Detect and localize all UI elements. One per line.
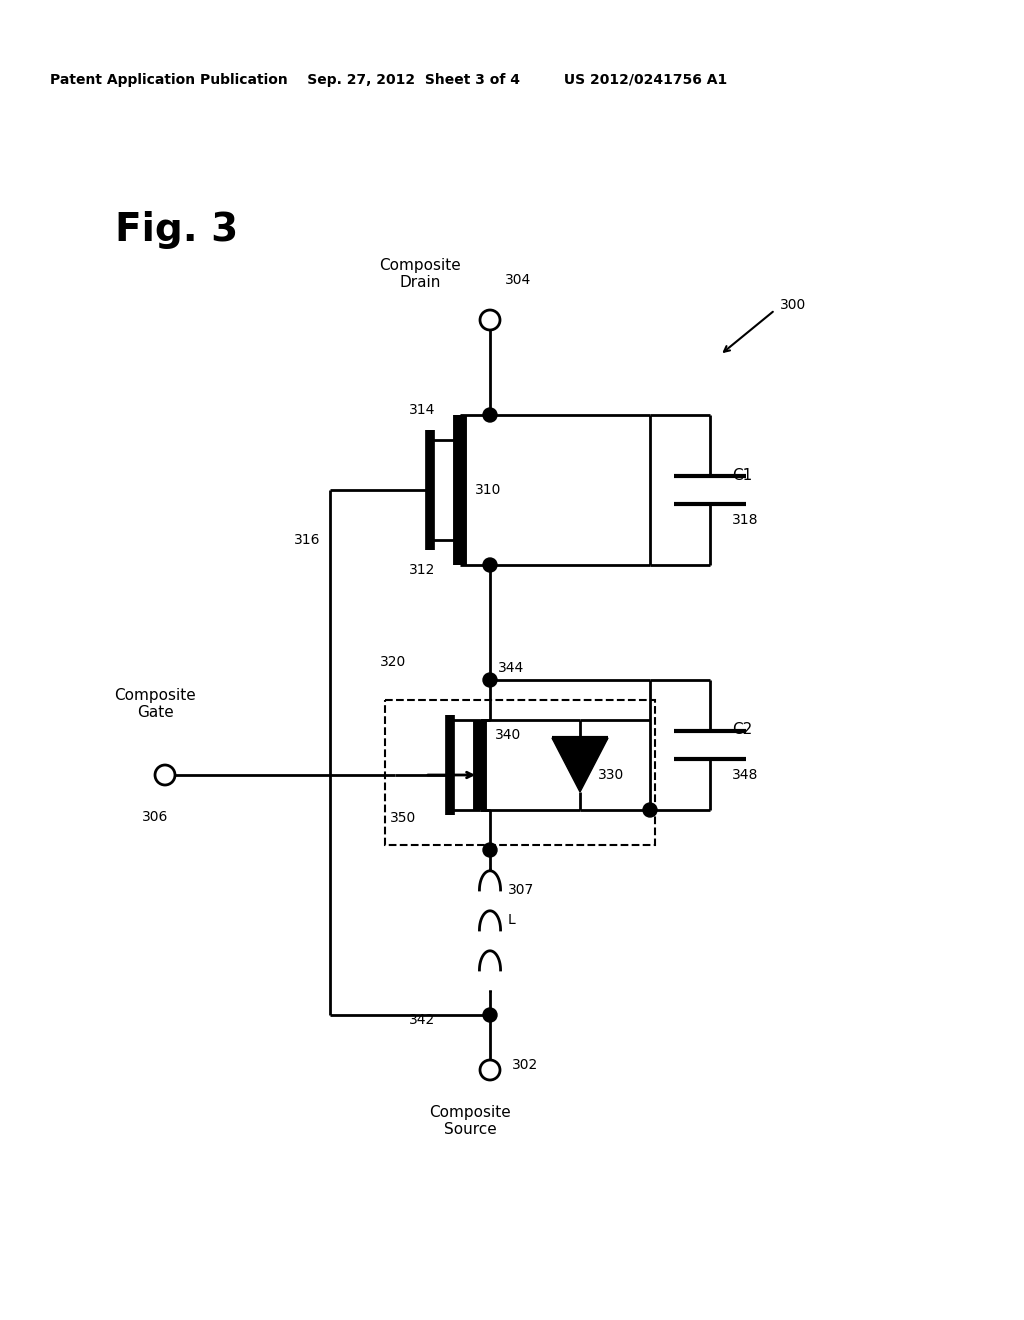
- Circle shape: [480, 310, 500, 330]
- Text: Composite
Gate: Composite Gate: [114, 688, 196, 719]
- Text: 306: 306: [141, 810, 168, 824]
- Text: 302: 302: [512, 1059, 539, 1072]
- Bar: [385, 700, 655, 845]
- Circle shape: [643, 803, 657, 817]
- Text: 316: 316: [294, 533, 319, 546]
- Circle shape: [483, 408, 497, 422]
- Text: L: L: [508, 913, 516, 927]
- Text: 350: 350: [390, 810, 416, 825]
- Text: C1: C1: [732, 467, 753, 483]
- Text: Patent Application Publication    Sep. 27, 2012  Sheet 3 of 4         US 2012/02: Patent Application Publication Sep. 27, …: [50, 73, 727, 87]
- Text: Composite
Source: Composite Source: [429, 1105, 511, 1138]
- Text: 318: 318: [732, 513, 759, 527]
- Text: 300: 300: [780, 298, 806, 312]
- Text: 348: 348: [732, 768, 759, 781]
- Text: 314: 314: [409, 403, 435, 417]
- Circle shape: [480, 1060, 500, 1080]
- Circle shape: [483, 673, 497, 686]
- Text: C2: C2: [732, 722, 753, 738]
- Circle shape: [483, 558, 497, 572]
- Text: 304: 304: [505, 273, 531, 286]
- Text: Fig. 3: Fig. 3: [115, 211, 239, 249]
- Circle shape: [483, 843, 497, 857]
- Text: Composite
Drain: Composite Drain: [379, 257, 461, 290]
- Text: 312: 312: [409, 564, 435, 577]
- Text: 340: 340: [495, 729, 521, 742]
- Text: 342: 342: [409, 1012, 435, 1027]
- Text: 320: 320: [380, 655, 407, 669]
- Polygon shape: [552, 738, 608, 792]
- Text: 307: 307: [508, 883, 535, 898]
- Text: 344: 344: [498, 661, 524, 675]
- Text: 330: 330: [598, 768, 625, 781]
- Circle shape: [155, 766, 175, 785]
- Text: 310: 310: [475, 483, 502, 498]
- Circle shape: [483, 1008, 497, 1022]
